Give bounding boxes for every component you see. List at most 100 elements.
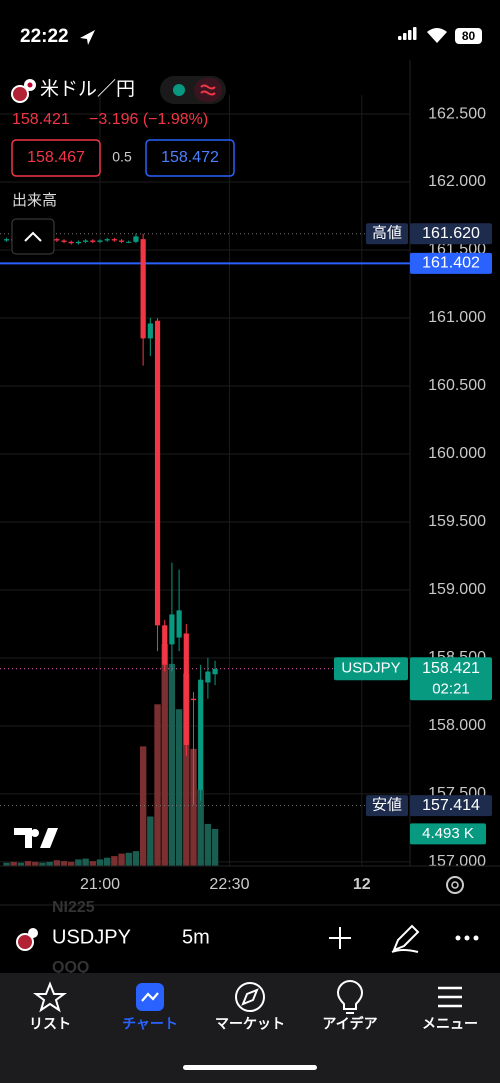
flag-us: [16, 933, 34, 951]
volume-bar: [132, 851, 140, 866]
high-name: 高値: [372, 225, 402, 242]
tab-icon-star: [33, 981, 67, 1013]
tab-label[interactable]: マーケット: [215, 1016, 285, 1032]
tab-icon-chart-line: [141, 992, 159, 1002]
y-tick-label: 159.500: [428, 513, 486, 530]
candle-body: [169, 614, 175, 645]
volume-bar: [17, 862, 25, 866]
add-icon[interactable]: [329, 927, 351, 949]
candle-body: [118, 240, 125, 242]
low-value-box: [410, 795, 492, 817]
tab-label[interactable]: アイデア: [322, 1016, 377, 1032]
location-icon: [80, 30, 95, 45]
delay-badge: [194, 78, 222, 102]
collapse-chevron: [24, 231, 42, 242]
volume-bar: [82, 858, 89, 866]
volume-bar: [125, 852, 132, 866]
toolbar-interval[interactable]: 5m: [182, 926, 210, 948]
volume-bar: [147, 816, 154, 866]
tab-icon-compass-needle: [241, 988, 259, 1006]
y-tick-label: 160.000: [428, 445, 486, 462]
signal-bar: [413, 27, 417, 40]
volume-bar: [139, 746, 147, 866]
last-price: 158.421: [422, 660, 480, 677]
low-name: 安値: [372, 797, 402, 814]
ask-price[interactable]: 158.472: [161, 149, 219, 166]
volume-bar: [39, 862, 46, 866]
flag-jp-dot: [27, 82, 33, 88]
volume-bar: [175, 709, 183, 866]
alert-value: 161.402: [422, 255, 480, 272]
volume-bar: [161, 644, 168, 866]
battery-level: 80: [462, 29, 476, 43]
candle-body: [3, 239, 10, 241]
tab-label[interactable]: チャート: [122, 1016, 178, 1032]
volume-bar: [89, 861, 96, 866]
draw-icon[interactable]: [391, 924, 420, 953]
symbol-name[interactable]: 米ドル／円: [40, 78, 135, 100]
ask-box[interactable]: [145, 139, 235, 177]
tab-label[interactable]: リスト: [29, 1016, 71, 1032]
y-tick-label: 158.000: [428, 717, 486, 734]
volume-value-box: [410, 823, 486, 845]
volume-bar: [154, 704, 161, 866]
tab-icon-compass: [235, 982, 265, 1012]
status-time: 22:22: [20, 26, 69, 47]
y-tick-label: 159.000: [428, 581, 486, 598]
x-tick-label: 21:00: [80, 876, 120, 893]
volume-bar: [118, 853, 125, 866]
toolbar-symbol[interactable]: USDJPY: [52, 926, 131, 948]
signal-bar: [408, 30, 412, 40]
volume-value: 4.493 K: [422, 825, 474, 842]
delay-icon: [200, 84, 216, 96]
collapse-button[interactable]: [11, 218, 55, 255]
volume-bar: [183, 673, 190, 866]
candle-body: [68, 241, 74, 244]
candle-body: [104, 239, 110, 241]
symbol-box: [334, 657, 408, 681]
y-tick-label: 162.000: [428, 173, 486, 190]
settings-icon-hole: [451, 881, 459, 889]
candle-body: [90, 240, 96, 242]
y-tick-label: 160.500: [428, 377, 486, 394]
watchlist-item: NI225: [52, 899, 95, 916]
candle-body: [176, 610, 182, 638]
signal-bar: [403, 33, 407, 40]
high-value-box: [410, 223, 492, 245]
settings-icon[interactable]: [446, 876, 464, 894]
candle-body: [111, 239, 117, 241]
volume-bar: [75, 859, 82, 866]
bid-price[interactable]: 158.467: [27, 149, 85, 166]
candle-body: [54, 239, 60, 241]
candle-body: [97, 240, 103, 242]
low-name-box: [366, 795, 408, 817]
more-dot[interactable]: [464, 935, 470, 941]
countdown: 02:21: [432, 681, 470, 698]
flag-us: [11, 85, 29, 103]
header-change: −3.196 (−1.98%): [89, 111, 208, 128]
candle-body: [162, 625, 168, 665]
candle-body: [133, 236, 139, 242]
volume-bar: [53, 860, 61, 866]
market-open-dot: [173, 84, 185, 96]
more-dot[interactable]: [473, 935, 479, 941]
more-dot[interactable]: [455, 935, 461, 941]
candle-body: [205, 671, 211, 683]
flag-jp: [28, 928, 38, 938]
candle-body: [61, 240, 67, 242]
y-tick-label: 157.000: [428, 853, 486, 870]
candle-body: [75, 241, 82, 244]
tab-bar: [0, 973, 500, 1083]
candle-body: [82, 240, 89, 242]
bid-box[interactable]: [11, 139, 101, 177]
tab-icon-menu: [438, 986, 462, 1008]
volume-bar: [3, 862, 10, 866]
x-tick-label: 12: [353, 876, 371, 893]
header-price: 158.421: [12, 111, 70, 128]
tab-label[interactable]: メニュー: [422, 1016, 478, 1032]
volume-title: 出来高: [12, 192, 57, 209]
y-tick-label: 161.000: [428, 309, 486, 326]
volume-bar: [168, 663, 176, 866]
